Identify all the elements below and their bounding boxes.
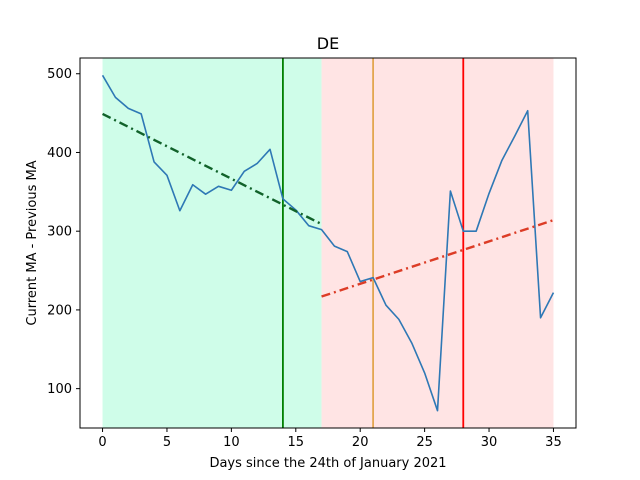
shaded-region-1 <box>321 58 554 428</box>
shaded-region-0 <box>102 58 322 428</box>
vertical-marker-lines <box>282 58 465 428</box>
plot-frame <box>79 57 577 429</box>
shaded-regions <box>102 58 554 428</box>
x-tick-label: 15 <box>288 435 305 450</box>
y-axis-ticks: 100 200 300 400 500 <box>47 67 80 397</box>
y-tick-label: 500 <box>47 67 72 82</box>
x-tick-label: 20 <box>352 435 369 450</box>
data-series <box>101 74 555 412</box>
series-line-0 <box>101 74 555 412</box>
x-axis-label: Days since the 24th of January 2021 <box>209 456 446 471</box>
x-tick-label: 35 <box>545 435 562 450</box>
y-tick-label: 400 <box>47 146 72 161</box>
x-axis-ticks: 0 5 10 15 20 25 30 35 <box>98 428 562 450</box>
y-tick-label: 200 <box>47 303 72 318</box>
chart-title: DE <box>317 34 339 53</box>
y-tick-label: 300 <box>47 225 72 240</box>
trend-line-0 <box>102 112 323 226</box>
trend-lines <box>102 112 554 298</box>
x-tick-label: 10 <box>223 435 240 450</box>
y-axis-label: Current MA - Previous MA <box>25 160 40 325</box>
x-tick-label: 30 <box>481 435 498 450</box>
x-tick-label: 5 <box>163 435 171 450</box>
y-tick-label: 100 <box>47 382 72 397</box>
trend-line-1 <box>321 219 554 298</box>
x-tick-label: 0 <box>98 435 106 450</box>
x-tick-label: 25 <box>416 435 433 450</box>
